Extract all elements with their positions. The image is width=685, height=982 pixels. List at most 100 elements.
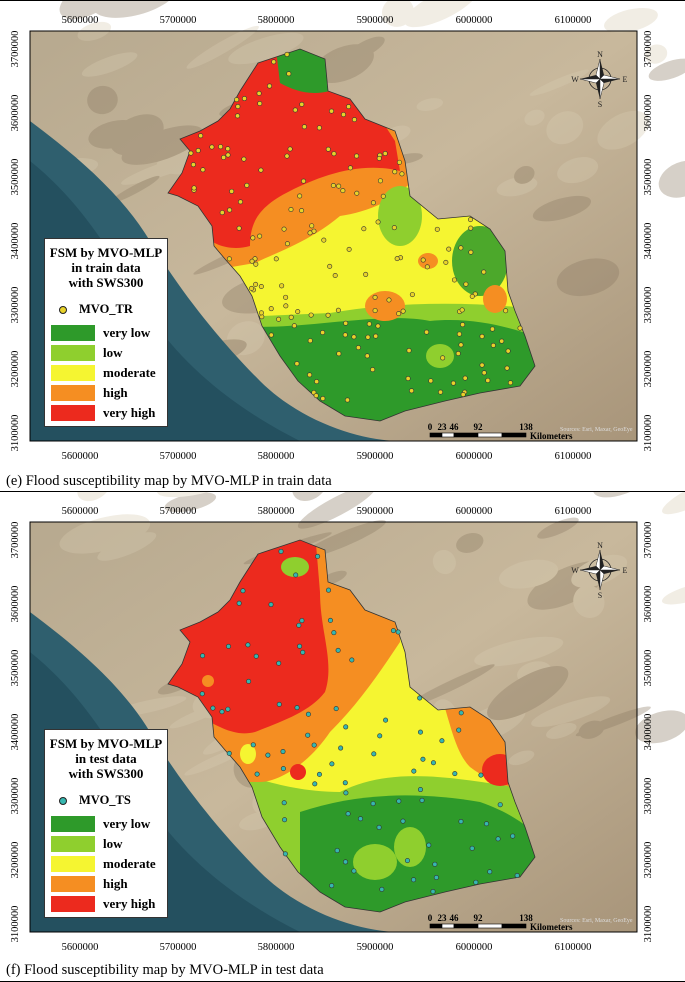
x-tick-top: 6100000 xyxy=(555,506,592,517)
legend-class-label: low xyxy=(103,836,123,851)
sample-point xyxy=(297,643,303,649)
sample-point xyxy=(221,154,227,160)
legend-swatch xyxy=(51,325,95,341)
sample-point xyxy=(462,375,468,381)
y-tick-right: 3100000 xyxy=(643,906,654,943)
sample-point xyxy=(316,771,322,777)
sample-point xyxy=(420,756,426,762)
panel-e: 5600000 5600000 5700000 5700000 5800000 58000… xyxy=(0,0,685,493)
sample-point xyxy=(200,167,206,173)
sample-point xyxy=(399,171,405,177)
north-arrow-icon: N S E W xyxy=(571,541,627,600)
legend-class-entry: very high xyxy=(51,894,167,914)
sample-point xyxy=(282,851,288,857)
sample-point xyxy=(450,380,456,386)
svg-text:23: 23 xyxy=(438,422,448,432)
sample-point xyxy=(365,334,371,340)
map-e: 5600000 5600000 5700000 5700000 5800000 58000… xyxy=(0,1,685,471)
legend-title-line: with SWS300 xyxy=(68,766,144,781)
sample-point xyxy=(396,159,402,165)
x-tick-top: 5600000 xyxy=(62,506,99,517)
y-tick-right: 3400000 xyxy=(643,714,654,751)
legend-title-line: in train data xyxy=(71,260,141,275)
sample-point xyxy=(420,257,426,263)
sample-point xyxy=(295,309,301,315)
sample-point xyxy=(487,869,493,875)
sample-point xyxy=(514,872,520,878)
sample-point xyxy=(278,548,284,554)
sample-point xyxy=(351,117,357,123)
legend-class-label: very high xyxy=(103,896,156,911)
sample-point xyxy=(495,836,501,842)
svg-text:46: 46 xyxy=(450,913,460,923)
sample-point xyxy=(265,752,271,758)
sample-point xyxy=(241,96,247,102)
sample-point xyxy=(307,372,313,378)
legend-swatch xyxy=(51,345,95,361)
legend-class-label: high xyxy=(103,385,128,400)
sample-point xyxy=(331,151,337,157)
sample-point xyxy=(463,281,469,287)
sample-point xyxy=(446,246,452,252)
sample-point xyxy=(375,219,381,225)
y-tick-right: 3200000 xyxy=(643,351,654,388)
x-tick-bottom: 6100000 xyxy=(555,451,592,462)
x-tick-top: 6000000 xyxy=(456,506,493,517)
y-tick-left: 3100000 xyxy=(10,906,21,943)
sample-point xyxy=(370,801,376,807)
sample-point xyxy=(311,742,317,748)
region-boundary xyxy=(167,48,536,422)
panel-f: 5600000 5600000 5700000 5700000 5800000 58000… xyxy=(0,491,685,982)
sample-point xyxy=(405,376,411,382)
sample-point xyxy=(258,310,264,316)
sample-point xyxy=(481,370,487,376)
sample-point xyxy=(479,362,485,368)
x-tick-top: 5800000 xyxy=(258,506,295,517)
x-tick-bottom: 6000000 xyxy=(456,451,493,462)
sample-point xyxy=(258,284,264,290)
legend-class-label: very low xyxy=(103,816,151,831)
sample-point xyxy=(433,874,439,880)
point-marker-icon xyxy=(59,796,67,805)
sample-point xyxy=(342,332,348,338)
legend-class-entry: high xyxy=(51,383,167,403)
y-tick-right: 3100000 xyxy=(643,415,654,452)
sample-point xyxy=(485,377,491,383)
sample-point xyxy=(294,705,300,711)
sample-point xyxy=(307,230,313,236)
y-tick-right: 3300000 xyxy=(643,287,654,324)
sample-point xyxy=(468,249,474,255)
sample-point xyxy=(373,333,379,339)
y-tick-right: 3600000 xyxy=(643,95,654,132)
sample-point xyxy=(225,152,231,158)
sample-point xyxy=(338,745,344,751)
sample-point xyxy=(376,155,382,161)
legend-class-label: very low xyxy=(103,325,151,340)
sample-point xyxy=(237,199,243,205)
sample-point xyxy=(235,113,241,119)
sample-point xyxy=(346,246,352,252)
sample-point xyxy=(297,193,303,199)
sample-point xyxy=(329,108,335,114)
sample-point xyxy=(505,348,511,354)
sample-point xyxy=(229,188,235,194)
sample-point xyxy=(218,144,224,150)
sample-point xyxy=(329,883,335,889)
sample-point xyxy=(354,153,360,159)
legend-points-entry: MVO_TS xyxy=(59,793,167,808)
sample-point xyxy=(342,780,348,786)
x-tick-bottom: 5900000 xyxy=(357,942,394,953)
sample-point xyxy=(372,294,378,300)
legend-class-entry: low xyxy=(51,834,167,854)
north-arrow-icon: N S E W xyxy=(571,50,627,109)
x-tick-top: 5900000 xyxy=(357,506,394,517)
sample-point xyxy=(273,256,279,262)
region-boundary xyxy=(167,539,536,913)
point-marker-icon xyxy=(59,305,67,314)
sample-point xyxy=(430,760,436,766)
sample-point xyxy=(394,256,400,262)
legend-title: FSM by MVO-MLP in test data with SWS300 xyxy=(45,736,167,781)
y-tick-right: 3700000 xyxy=(643,31,654,68)
y-tick-right: 3300000 xyxy=(643,778,654,815)
legend: FSM by MVO-MLP in train data with SWS300 MV… xyxy=(44,238,168,427)
